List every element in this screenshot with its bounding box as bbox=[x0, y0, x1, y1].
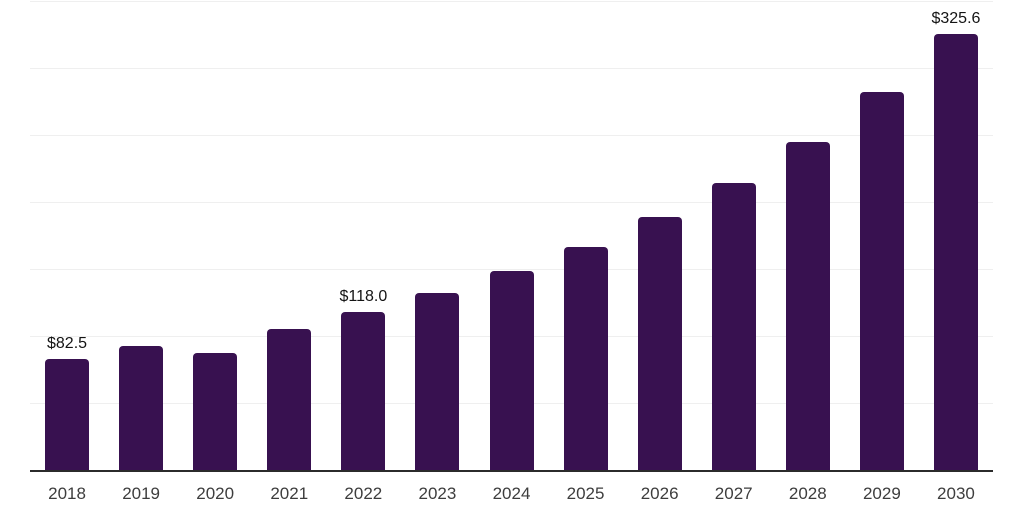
value-label-2022: $118.0 bbox=[339, 287, 388, 305]
gridline-350 bbox=[30, 1, 993, 2]
bar-2022 bbox=[341, 311, 386, 470]
x-tick-label-2020: 2020 bbox=[196, 484, 235, 503]
bar-2019 bbox=[119, 346, 164, 470]
bar-2024 bbox=[489, 270, 534, 470]
bar-2030 bbox=[933, 33, 978, 470]
x-tick-label-2024: 2024 bbox=[492, 484, 531, 503]
bar-2029 bbox=[859, 92, 904, 470]
x-tick-label-2023: 2023 bbox=[418, 484, 457, 503]
bar-2018 bbox=[45, 359, 90, 470]
x-tick-label-2026: 2026 bbox=[640, 484, 679, 503]
bar-2021 bbox=[267, 328, 312, 470]
x-tick-label-2022: 2022 bbox=[344, 484, 383, 503]
x-axis-line bbox=[30, 470, 993, 472]
x-tick-label-2025: 2025 bbox=[566, 484, 605, 503]
value-label-2030: $325.6 bbox=[931, 9, 981, 27]
x-tick-label-2028: 2028 bbox=[788, 484, 827, 503]
x-tick-label-2021: 2021 bbox=[270, 484, 309, 503]
gridline-250 bbox=[30, 135, 993, 136]
x-tick-label-2018: 2018 bbox=[48, 484, 86, 503]
bar-2020 bbox=[193, 353, 238, 470]
bar-2025 bbox=[563, 246, 608, 470]
bar-2027 bbox=[711, 182, 756, 470]
x-tick-label-2030: 2030 bbox=[937, 484, 975, 503]
gridline-300 bbox=[30, 68, 993, 69]
bar-2023 bbox=[415, 293, 460, 470]
x-tick-label-2027: 2027 bbox=[714, 484, 753, 503]
x-tick-label-2029: 2029 bbox=[862, 484, 901, 503]
x-tick-label-2019: 2019 bbox=[122, 484, 161, 503]
bar-2028 bbox=[785, 141, 830, 470]
gridline-200 bbox=[30, 202, 993, 203]
bar-2026 bbox=[637, 217, 682, 470]
gridline-150 bbox=[30, 269, 993, 270]
value-label-2018: $82.5 bbox=[47, 335, 88, 353]
plot-area: $82.5 $118.0 $325.6 bbox=[30, 1, 993, 470]
